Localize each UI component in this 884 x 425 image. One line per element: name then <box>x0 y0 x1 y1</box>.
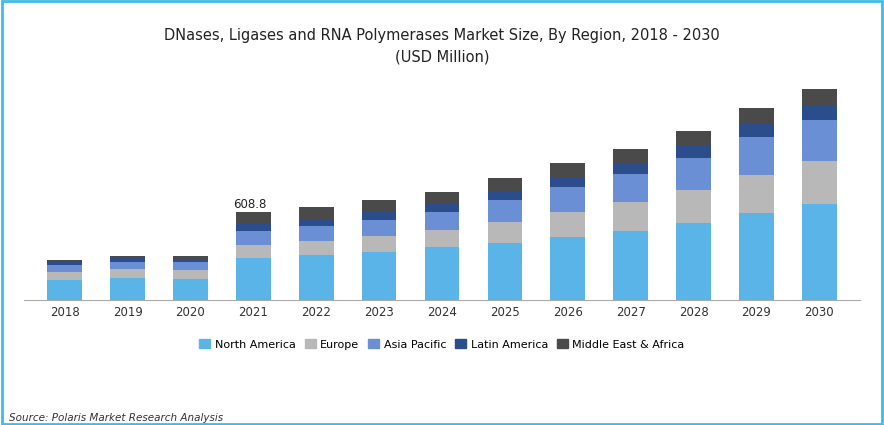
Bar <box>173 258 208 262</box>
Bar <box>739 137 774 175</box>
Bar <box>739 213 774 300</box>
Bar <box>362 220 396 236</box>
Bar <box>48 262 82 265</box>
Bar <box>299 255 333 300</box>
Bar <box>424 230 460 247</box>
Bar <box>676 190 711 223</box>
Legend: North America, Europe, Asia Pacific, Latin America, Middle East & Africa: North America, Europe, Asia Pacific, Lat… <box>194 335 690 354</box>
Bar <box>299 218 333 226</box>
Bar <box>110 256 145 258</box>
Text: 608.8: 608.8 <box>233 198 267 211</box>
Bar <box>802 89 836 106</box>
Bar <box>613 202 648 231</box>
Bar <box>48 272 82 280</box>
Bar <box>236 212 271 224</box>
Bar <box>613 174 648 202</box>
Bar <box>110 258 145 262</box>
Bar <box>551 187 585 212</box>
Text: Source: Polaris Market Research Analysis: Source: Polaris Market Research Analysis <box>9 413 223 423</box>
Title: DNases, Ligases and RNA Polymerases Market Size, By Region, 2018 - 2030
(USD Mil: DNases, Ligases and RNA Polymerases Mark… <box>164 28 720 65</box>
Bar <box>613 163 648 174</box>
Bar <box>802 204 836 300</box>
Bar <box>551 212 585 237</box>
Bar <box>551 164 585 177</box>
Bar <box>362 212 396 220</box>
Bar <box>551 177 585 187</box>
Bar <box>48 280 82 300</box>
Bar <box>802 162 836 204</box>
Bar <box>299 207 333 218</box>
Bar <box>676 158 711 190</box>
Bar <box>488 191 522 200</box>
Bar <box>236 258 271 300</box>
Bar <box>488 200 522 222</box>
Bar <box>676 131 711 146</box>
Bar <box>739 124 774 137</box>
Bar <box>739 175 774 213</box>
Bar <box>236 244 271 258</box>
Bar <box>110 269 145 278</box>
Bar <box>551 237 585 300</box>
Bar <box>424 192 460 204</box>
Bar <box>676 146 711 158</box>
Bar <box>236 224 271 231</box>
Bar <box>299 226 333 241</box>
Bar <box>424 204 460 212</box>
Bar <box>48 260 82 262</box>
Bar <box>802 106 836 121</box>
Bar <box>676 223 711 300</box>
Bar <box>110 278 145 300</box>
Bar <box>424 212 460 230</box>
Bar <box>488 222 522 243</box>
Bar <box>299 241 333 255</box>
Bar <box>488 243 522 300</box>
Bar <box>173 279 208 300</box>
Bar <box>613 149 648 163</box>
Bar <box>488 178 522 191</box>
Bar <box>424 247 460 300</box>
Bar <box>802 121 836 162</box>
Bar <box>613 231 648 300</box>
Bar <box>48 265 82 272</box>
Bar <box>739 108 774 124</box>
Bar <box>362 236 396 252</box>
Bar <box>236 231 271 244</box>
Bar <box>362 252 396 300</box>
Bar <box>110 262 145 269</box>
Bar <box>173 270 208 279</box>
Bar <box>362 200 396 212</box>
Bar <box>173 256 208 258</box>
Bar <box>173 262 208 270</box>
